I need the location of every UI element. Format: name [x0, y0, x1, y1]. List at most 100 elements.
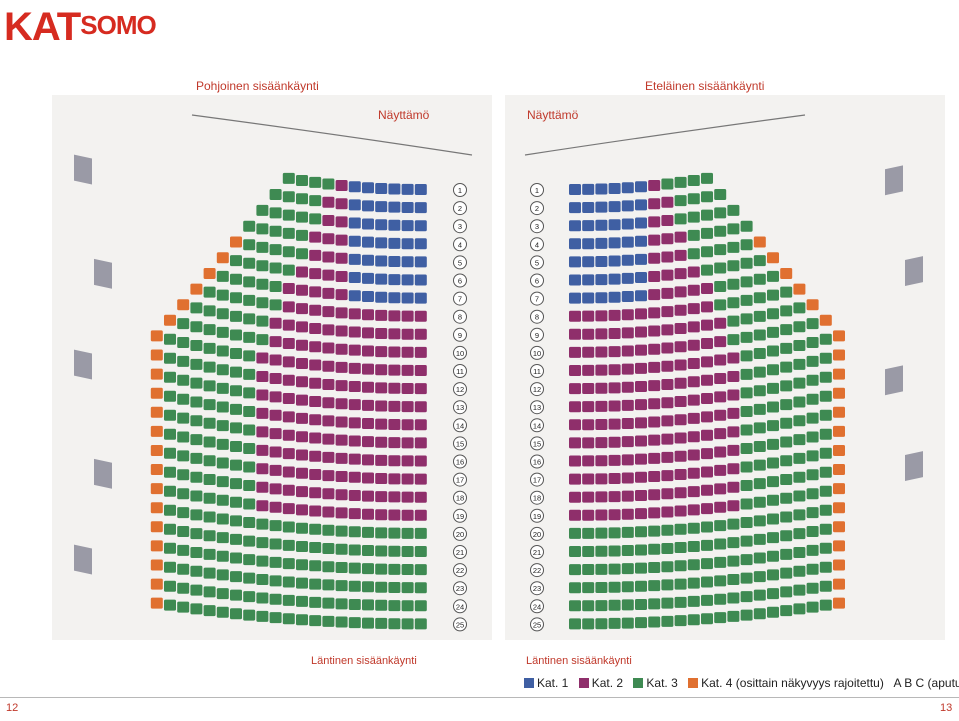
seat[interactable]: [674, 432, 687, 444]
seat[interactable]: [269, 391, 282, 403]
seat[interactable]: [216, 252, 229, 264]
seat[interactable]: [282, 356, 295, 368]
seat[interactable]: [635, 399, 647, 411]
seat[interactable]: [793, 283, 806, 295]
seat[interactable]: [687, 339, 700, 351]
seat[interactable]: [767, 382, 779, 394]
seat[interactable]: [793, 434, 806, 446]
seat[interactable]: [793, 321, 806, 333]
seat[interactable]: [216, 513, 229, 525]
seat[interactable]: [322, 233, 335, 245]
seat[interactable]: [701, 374, 713, 386]
seat[interactable]: [793, 603, 806, 615]
seat[interactable]: [582, 437, 595, 449]
seat[interactable]: [256, 426, 269, 438]
seat[interactable]: [793, 452, 806, 464]
seat[interactable]: [819, 390, 832, 402]
seat[interactable]: [322, 378, 335, 390]
seat[interactable]: [190, 565, 203, 577]
seat[interactable]: [661, 542, 674, 554]
seat[interactable]: [269, 575, 282, 587]
seat[interactable]: [687, 486, 700, 498]
seat[interactable]: [714, 244, 727, 256]
seat[interactable]: [296, 175, 308, 186]
seat[interactable]: [388, 400, 401, 412]
seat[interactable]: [388, 437, 401, 449]
seat[interactable]: [819, 333, 832, 345]
seat[interactable]: [806, 431, 819, 443]
seat[interactable]: [595, 600, 608, 612]
seat[interactable]: [569, 383, 581, 395]
seat[interactable]: [296, 486, 308, 498]
seat[interactable]: [621, 508, 634, 520]
seat[interactable]: [375, 255, 388, 267]
seat[interactable]: [608, 581, 621, 593]
seat[interactable]: [216, 345, 229, 357]
seat[interactable]: [164, 447, 176, 459]
seat[interactable]: [203, 286, 216, 298]
seat[interactable]: [740, 461, 753, 473]
seat[interactable]: [582, 364, 595, 376]
seat[interactable]: [569, 220, 581, 232]
seat[interactable]: [216, 289, 229, 301]
seat[interactable]: [203, 305, 216, 317]
seat[interactable]: [674, 487, 687, 499]
seat[interactable]: [687, 467, 700, 479]
seat[interactable]: [282, 429, 295, 441]
seat[interactable]: [282, 246, 295, 258]
seat[interactable]: [727, 315, 740, 327]
seat[interactable]: [687, 577, 700, 589]
seat[interactable]: [296, 321, 308, 333]
seat[interactable]: [687, 504, 700, 516]
seat[interactable]: [621, 454, 634, 466]
seat[interactable]: [780, 605, 793, 617]
seat[interactable]: [414, 419, 427, 431]
seat[interactable]: [177, 374, 190, 386]
seat[interactable]: [164, 314, 176, 326]
seat[interactable]: [780, 305, 793, 317]
seat[interactable]: [687, 559, 700, 571]
seat[interactable]: [362, 254, 374, 266]
seat[interactable]: [388, 346, 401, 358]
seat[interactable]: [362, 526, 374, 538]
seat[interactable]: [793, 528, 806, 540]
seat[interactable]: [216, 308, 229, 320]
seat[interactable]: [819, 599, 832, 611]
seat[interactable]: [621, 526, 634, 538]
seat[interactable]: [569, 546, 581, 557]
seat[interactable]: [216, 420, 229, 432]
seat[interactable]: [256, 555, 269, 567]
seat[interactable]: [414, 564, 427, 576]
seat[interactable]: [362, 309, 374, 321]
seat[interactable]: [740, 350, 753, 362]
seat[interactable]: [309, 487, 322, 499]
seat[interactable]: [569, 328, 581, 340]
seat[interactable]: [833, 540, 845, 552]
seat[interactable]: [190, 490, 203, 502]
seat[interactable]: [687, 303, 700, 315]
seat[interactable]: [414, 437, 427, 449]
seat[interactable]: [674, 596, 687, 608]
seat[interactable]: [335, 598, 348, 610]
seat[interactable]: [269, 188, 282, 200]
seat[interactable]: [230, 329, 242, 341]
seat[interactable]: [282, 484, 295, 496]
seat[interactable]: [701, 503, 713, 515]
seat[interactable]: [635, 362, 647, 374]
seat[interactable]: [595, 382, 608, 394]
seat[interactable]: [322, 397, 335, 409]
seat[interactable]: [608, 617, 621, 629]
seat[interactable]: [661, 415, 674, 427]
seat[interactable]: [203, 380, 216, 392]
seat[interactable]: [635, 199, 647, 211]
seat[interactable]: [674, 615, 687, 627]
seat[interactable]: [230, 348, 242, 360]
seat[interactable]: [322, 524, 335, 536]
seat[interactable]: [309, 578, 322, 590]
seat[interactable]: [190, 302, 203, 314]
seat[interactable]: [348, 617, 361, 629]
seat[interactable]: [687, 431, 700, 443]
seat[interactable]: [714, 225, 727, 237]
seat[interactable]: [203, 548, 216, 560]
seat[interactable]: [401, 346, 414, 358]
